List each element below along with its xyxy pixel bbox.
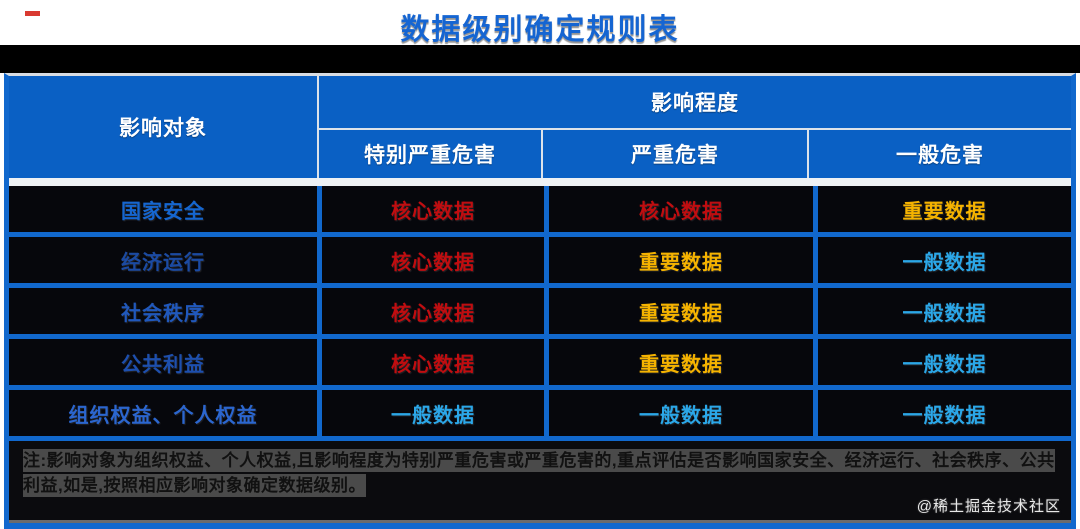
level-cell: 一般数据 [818,237,1071,283]
note-text: 注:影响对象为组织权益、个人权益,且影响程度为特别严重危害或严重危害的,重点评估… [23,449,1055,497]
header-impact-degree: 影响程度 [319,76,1071,128]
header-impact-object: 影响对象 [9,76,317,178]
level-cell: 一般数据 [322,390,544,436]
row-object-cell: 社会秩序 [9,288,317,334]
level-cell: 重要数据 [549,237,813,283]
level-cell: 一般数据 [818,339,1071,385]
table-body: 国家安全 核心数据 核心数据 重要数据 经济运行 核心数据 重要数据 一般数据 … [9,186,1071,441]
level-cell: 核心数据 [322,186,544,232]
level-cell: 核心数据 [549,186,813,232]
level-cell: 核心数据 [322,288,544,334]
level-cell: 核心数据 [322,237,544,283]
level-cell: 重要数据 [818,186,1071,232]
level-cell: 重要数据 [549,288,813,334]
table-header: 影响对象 影响程度 特别严重危害 严重危害 一般危害 [9,76,1071,178]
row-object-cell: 公共利益 [9,339,317,385]
bottom-gray-line [9,520,1071,523]
page-title: 数据级别确定规则表 [400,14,680,46]
level-cell: 一般数据 [549,390,813,436]
header-general-harm: 一般危害 [809,130,1071,178]
row-object-cell: 组织权益、个人权益 [9,390,317,436]
header-severe-harm: 严重危害 [543,130,807,178]
bottom-blue-border [9,523,1071,529]
watermark: @稀土掘金技术社区 [916,498,1061,515]
header-body-divider [9,178,1071,186]
black-band [0,45,1080,73]
row-object-cell: 国家安全 [9,186,317,232]
level-cell: 重要数据 [549,339,813,385]
table-note: 注:影响对象为组织权益、个人权益,且影响程度为特别严重危害或严重危害的,重点评估… [9,441,1071,520]
level-cell: 一般数据 [818,288,1071,334]
red-mark-icon [25,11,40,16]
level-cell: 核心数据 [322,339,544,385]
data-level-table: 影响对象 影响程度 特别严重危害 严重危害 一般危害 国家安全 核心数据 核心数… [4,73,1076,529]
header-extreme-harm: 特别严重危害 [319,130,541,178]
row-object-cell: 经济运行 [9,237,317,283]
level-cell: 一般数据 [818,390,1071,436]
